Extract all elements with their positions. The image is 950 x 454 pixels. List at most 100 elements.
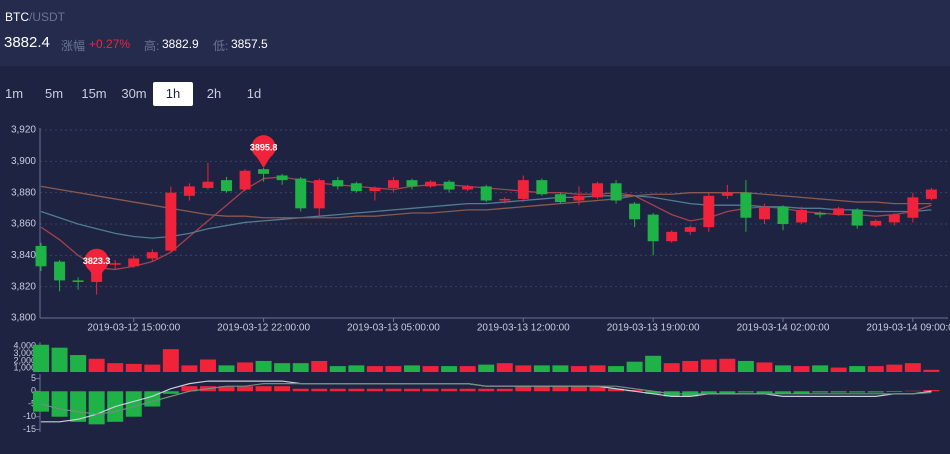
y-tick-label: 1,000	[13, 363, 36, 373]
candle-body	[221, 180, 232, 192]
candle-body	[387, 180, 399, 188]
volume-bar	[552, 365, 569, 372]
tab[interactable]: 30m	[121, 86, 147, 101]
price: 3882.4	[4, 34, 50, 51]
volume-bar	[329, 366, 346, 372]
volume-bar	[404, 365, 420, 372]
y-tick-label: 3,920	[11, 125, 36, 136]
volume-bar	[923, 369, 940, 372]
candle-body	[573, 195, 585, 201]
candle-body	[703, 195, 715, 228]
volume-bar	[812, 365, 829, 372]
macd-bar	[292, 388, 309, 392]
x-tick-label: 2019-03-14 02:00:00	[737, 323, 830, 334]
candle-body	[758, 206, 770, 220]
volume-bar	[793, 366, 810, 372]
volume-bar	[663, 363, 680, 372]
volume-bar	[886, 364, 903, 372]
macd-bar	[700, 391, 717, 394]
candle-body	[258, 169, 270, 174]
candle-body	[814, 213, 826, 215]
candle-body	[740, 192, 752, 218]
volume-bar	[199, 359, 216, 372]
macd-bar	[923, 390, 940, 392]
macd-bar	[793, 391, 810, 394]
candle-body	[517, 180, 529, 199]
tab[interactable]: 15m	[81, 86, 107, 101]
y-tick-label: 5	[31, 373, 36, 383]
macd-bar	[459, 388, 476, 392]
macd-bar	[51, 391, 68, 417]
candle-body	[202, 181, 214, 188]
macd-bar	[385, 388, 402, 392]
candle-body	[666, 231, 678, 242]
candle-body	[888, 214, 900, 223]
candle-body	[925, 189, 937, 199]
volume-bar	[33, 344, 49, 372]
candle-body	[72, 280, 84, 282]
y-tick-label: 3,800	[11, 313, 36, 324]
tab[interactable]: 1d	[246, 86, 262, 101]
volume-bar	[70, 355, 87, 372]
macd-bar	[737, 391, 754, 393]
volume-bar	[311, 360, 328, 372]
macd-bar	[608, 388, 625, 392]
y-tick-label: 3,900	[11, 156, 36, 167]
candle-body	[462, 186, 474, 190]
y-tick-label: 3,820	[11, 281, 36, 292]
macd-bar	[719, 391, 736, 394]
macd-bar	[533, 386, 550, 392]
candle-body	[406, 180, 418, 187]
macd-bar	[756, 391, 773, 394]
candle-body	[629, 203, 641, 220]
volume-bar	[700, 359, 717, 372]
candle-body	[109, 263, 121, 265]
candle-body	[276, 175, 288, 181]
macd-bar	[255, 386, 272, 392]
volume-bar	[904, 363, 921, 372]
tab[interactable]: 1m	[4, 86, 24, 101]
volume-bar	[441, 366, 458, 372]
candle-body	[796, 209, 808, 223]
macd-line	[40, 383, 932, 415]
ma-line	[40, 185, 932, 219]
high: 3882.9	[162, 37, 199, 51]
high-label: 高:	[144, 39, 160, 53]
volume-bar	[181, 365, 198, 372]
tab[interactable]: 1h	[153, 82, 193, 106]
macd-bar	[237, 386, 254, 392]
volume-bar	[496, 363, 513, 372]
candle-body	[833, 208, 845, 215]
volume-bar	[478, 364, 495, 372]
volume-bar	[589, 365, 606, 372]
low-label: 低:	[213, 39, 229, 53]
tab[interactable]: 2h	[206, 86, 222, 101]
macd-bar	[422, 388, 439, 392]
macd-bar	[904, 390, 921, 392]
y-tick-label: 3,880	[11, 187, 36, 198]
volume-bar	[830, 367, 847, 372]
macd-bar	[552, 386, 569, 392]
macd-bar	[626, 390, 643, 392]
x-tick-label: 2019-03-13 05:00:00	[347, 323, 440, 334]
candle-body	[350, 183, 362, 192]
candle-body	[35, 245, 47, 267]
macd-bar	[181, 386, 198, 392]
candle-body	[536, 180, 548, 195]
macd-bar	[88, 391, 105, 425]
x-tick-label: 2019-03-13 19:00:00	[607, 323, 700, 334]
y-tick-label: -10	[23, 411, 36, 421]
volume-bar	[533, 365, 550, 372]
candle-body	[165, 192, 177, 251]
tab[interactable]: 5m	[44, 86, 64, 101]
candle-body	[610, 183, 622, 201]
macd-bar	[162, 391, 179, 394]
volume-bar	[626, 361, 643, 372]
volume-bar	[608, 366, 625, 372]
price-pin	[251, 135, 276, 168]
x-tick-label: 2019-03-12 15:00:00	[87, 323, 180, 334]
volume-bar	[385, 366, 402, 372]
candle-body	[851, 209, 863, 226]
volume-bar	[274, 363, 291, 372]
